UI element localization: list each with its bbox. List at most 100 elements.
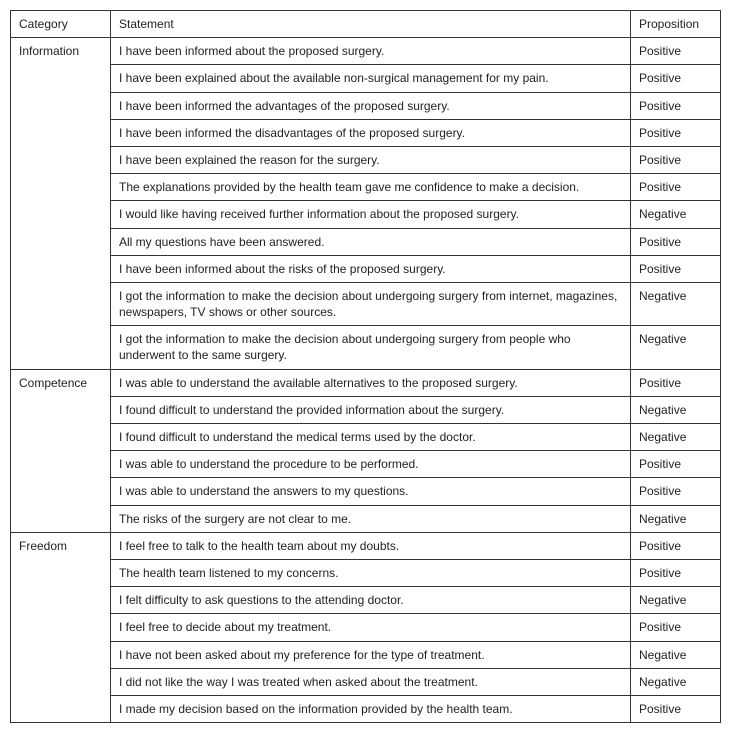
proposition-cell: Negative xyxy=(631,282,721,325)
statement-cell: I have not been asked about my preferenc… xyxy=(111,641,631,668)
proposition-cell: Positive xyxy=(631,369,721,396)
category-cell xyxy=(11,92,111,119)
statement-cell: I was able to understand the procedure t… xyxy=(111,451,631,478)
statement-cell: I feel free to talk to the health team a… xyxy=(111,532,631,559)
table-row: I have been explained about the availabl… xyxy=(11,65,721,92)
header-statement: Statement xyxy=(111,11,631,38)
statement-cell: I got the information to make the decisi… xyxy=(111,326,631,369)
table-row: InformationI have been informed about th… xyxy=(11,38,721,65)
table-row: CompetenceI was able to understand the a… xyxy=(11,369,721,396)
table-row: I got the information to make the decisi… xyxy=(11,326,721,369)
table-row: The health team listened to my concerns.… xyxy=(11,559,721,586)
proposition-cell: Negative xyxy=(631,201,721,228)
statement-cell: I have been informed about the risks of … xyxy=(111,255,631,282)
statement-cell: The health team listened to my concerns. xyxy=(111,559,631,586)
table-row: All my questions have been answered.Posi… xyxy=(11,228,721,255)
table-row: I have been explained the reason for the… xyxy=(11,146,721,173)
statement-cell: I got the information to make the decisi… xyxy=(111,282,631,325)
category-cell xyxy=(11,65,111,92)
table-row: I have been informed about the risks of … xyxy=(11,255,721,282)
table-row: I feel free to decide about my treatment… xyxy=(11,614,721,641)
statement-cell: I was able to understand the available a… xyxy=(111,369,631,396)
table-row: I felt difficulty to ask questions to th… xyxy=(11,587,721,614)
table-row: I have been informed the disadvantages o… xyxy=(11,119,721,146)
category-cell xyxy=(11,587,111,614)
table-row: I have not been asked about my preferenc… xyxy=(11,641,721,668)
proposition-cell: Positive xyxy=(631,228,721,255)
table-row: The explanations provided by the health … xyxy=(11,174,721,201)
proposition-cell: Negative xyxy=(631,641,721,668)
proposition-cell: Positive xyxy=(631,478,721,505)
table-row: I made my decision based on the informat… xyxy=(11,695,721,722)
category-cell xyxy=(11,478,111,505)
statement-cell: The risks of the surgery are not clear t… xyxy=(111,505,631,532)
category-cell xyxy=(11,668,111,695)
table-row: I did not like the way I was treated whe… xyxy=(11,668,721,695)
category-cell: Competence xyxy=(11,369,111,396)
statement-cell: The explanations provided by the health … xyxy=(111,174,631,201)
statement-cell: I have been explained about the availabl… xyxy=(111,65,631,92)
proposition-cell: Negative xyxy=(631,326,721,369)
category-cell xyxy=(11,146,111,173)
table-row: The risks of the surgery are not clear t… xyxy=(11,505,721,532)
table-row: I have been informed the advantages of t… xyxy=(11,92,721,119)
header-proposition: Proposition xyxy=(631,11,721,38)
proposition-cell: Negative xyxy=(631,396,721,423)
statements-table: Category Statement Proposition Informati… xyxy=(10,10,721,723)
statement-cell: All my questions have been answered. xyxy=(111,228,631,255)
table-row: I was able to understand the answers to … xyxy=(11,478,721,505)
category-cell xyxy=(11,505,111,532)
proposition-cell: Positive xyxy=(631,119,721,146)
category-cell xyxy=(11,282,111,325)
header-row: Category Statement Proposition xyxy=(11,11,721,38)
proposition-cell: Positive xyxy=(631,65,721,92)
category-cell xyxy=(11,396,111,423)
category-cell: Freedom xyxy=(11,532,111,559)
proposition-cell: Positive xyxy=(631,92,721,119)
table-row: I got the information to make the decisi… xyxy=(11,282,721,325)
category-cell xyxy=(11,695,111,722)
proposition-cell: Positive xyxy=(631,614,721,641)
category-cell xyxy=(11,326,111,369)
table-row: I was able to understand the procedure t… xyxy=(11,451,721,478)
category-cell xyxy=(11,641,111,668)
proposition-cell: Positive xyxy=(631,559,721,586)
statement-cell: I have been informed the advantages of t… xyxy=(111,92,631,119)
statement-cell: I was able to understand the answers to … xyxy=(111,478,631,505)
proposition-cell: Positive xyxy=(631,174,721,201)
statement-cell: I found difficult to understand the medi… xyxy=(111,424,631,451)
proposition-cell: Positive xyxy=(631,695,721,722)
category-cell xyxy=(11,559,111,586)
table-row: I found difficult to understand the prov… xyxy=(11,396,721,423)
statement-cell: I have been explained the reason for the… xyxy=(111,146,631,173)
category-cell xyxy=(11,451,111,478)
statement-cell: I made my decision based on the informat… xyxy=(111,695,631,722)
statement-cell: I did not like the way I was treated whe… xyxy=(111,668,631,695)
statement-cell: I feel free to decide about my treatment… xyxy=(111,614,631,641)
statement-cell: I found difficult to understand the prov… xyxy=(111,396,631,423)
category-cell xyxy=(11,119,111,146)
statement-cell: I have been informed the disadvantages o… xyxy=(111,119,631,146)
category-cell xyxy=(11,174,111,201)
statement-cell: I felt difficulty to ask questions to th… xyxy=(111,587,631,614)
category-cell xyxy=(11,255,111,282)
proposition-cell: Positive xyxy=(631,38,721,65)
proposition-cell: Positive xyxy=(631,146,721,173)
proposition-cell: Negative xyxy=(631,424,721,451)
header-category: Category xyxy=(11,11,111,38)
proposition-cell: Positive xyxy=(631,255,721,282)
statement-cell: I have been informed about the proposed … xyxy=(111,38,631,65)
proposition-cell: Negative xyxy=(631,668,721,695)
table-row: I found difficult to understand the medi… xyxy=(11,424,721,451)
proposition-cell: Positive xyxy=(631,451,721,478)
proposition-cell: Negative xyxy=(631,505,721,532)
proposition-cell: Positive xyxy=(631,532,721,559)
proposition-cell: Negative xyxy=(631,587,721,614)
category-cell xyxy=(11,424,111,451)
category-cell xyxy=(11,614,111,641)
statement-cell: I would like having received further inf… xyxy=(111,201,631,228)
table-row: I would like having received further inf… xyxy=(11,201,721,228)
category-cell xyxy=(11,201,111,228)
category-cell: Information xyxy=(11,38,111,65)
category-cell xyxy=(11,228,111,255)
